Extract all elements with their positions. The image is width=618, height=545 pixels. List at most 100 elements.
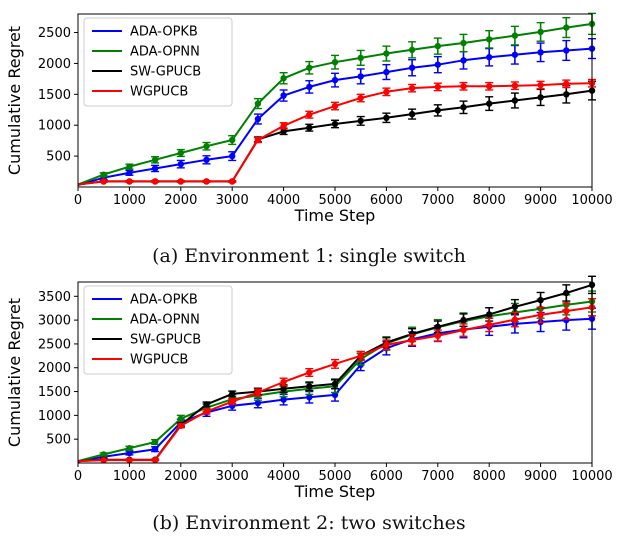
data-point: [331, 391, 339, 399]
legend-box: [83, 17, 233, 107]
data-point: [126, 169, 133, 176]
data-point: [383, 341, 390, 349]
data-point: [511, 303, 519, 310]
data-point: [563, 91, 570, 98]
x-tick-label: 4000: [267, 193, 300, 208]
data-point: [331, 58, 339, 66]
data-point: [177, 415, 184, 422]
data-point: [563, 80, 570, 88]
data-point: [126, 445, 133, 452]
data-point: [331, 102, 339, 110]
data-point: [331, 380, 339, 388]
data-point: [126, 163, 133, 170]
legend-box: [83, 285, 233, 375]
data-point: [280, 385, 287, 392]
data-point: [383, 114, 390, 122]
x-tick-label: 0: [74, 193, 82, 208]
y-tick-label: 3000: [38, 314, 71, 329]
x-tick-label: 5000: [318, 193, 351, 208]
data-point: [229, 178, 236, 185]
data-point: [280, 122, 287, 130]
data-point: [434, 107, 441, 114]
x-tick-label: 6000: [370, 193, 403, 208]
legend-label: SW-GPUCB: [130, 333, 201, 348]
data-point: [331, 360, 339, 368]
x-tick-label: 3000: [216, 469, 249, 484]
data-point: [177, 149, 184, 157]
data-point: [486, 321, 493, 329]
caption-chart-1: (a) Environment 1: single switch: [152, 245, 466, 267]
data-point: [357, 73, 364, 80]
data-point: [537, 49, 544, 56]
data-point: [100, 171, 107, 178]
data-point: [408, 84, 416, 92]
data-point: [331, 76, 339, 84]
data-point: [434, 61, 441, 68]
data-point: [408, 64, 416, 71]
data-point: [177, 160, 184, 168]
x-tick-label: 6000: [370, 469, 403, 484]
chart-1: 0 1000 2000 3000 4000 5000 6000 7000 8000 9000 100…: [5, 12, 613, 225]
data-point: [357, 352, 364, 360]
data-point: [229, 398, 236, 405]
data-point: [460, 326, 467, 334]
data-point: [254, 389, 262, 396]
data-point: [357, 54, 364, 62]
data-point: [229, 390, 236, 398]
x-tick-label: 0: [74, 469, 82, 484]
legend-label: ADA-OPNN: [130, 313, 200, 328]
data-point: [537, 94, 544, 101]
y-tick-label: 3500: [38, 290, 71, 305]
data-point: [383, 88, 390, 96]
x-tick-label: 3000: [216, 193, 249, 208]
x-tick-label: 7000: [421, 193, 454, 208]
data-point: [254, 136, 262, 144]
x-axis-label: Time Step: [294, 206, 376, 225]
data-point: [434, 323, 441, 330]
data-point: [306, 83, 313, 91]
series-ada-opnn: [77, 12, 596, 186]
x-axis-label: Time Step: [294, 482, 376, 501]
data-point: [306, 369, 313, 376]
data-point: [306, 64, 313, 71]
data-point: [408, 336, 416, 344]
data-point: [511, 97, 519, 104]
y-tick-label: 2500: [38, 337, 71, 352]
legend: ADA-OPKB ADA-OPNN SW-GPUCB WGPUCB: [83, 285, 233, 375]
data-point: [306, 111, 313, 118]
data-point: [254, 100, 262, 107]
series-ada-opkb: [77, 38, 596, 187]
data-point: [537, 81, 544, 89]
data-point: [357, 94, 364, 102]
data-point: [511, 316, 519, 323]
data-point: [383, 50, 390, 57]
data-point: [460, 39, 467, 47]
x-tick-label: 2000: [164, 193, 197, 208]
data-point: [151, 156, 159, 164]
data-point: [460, 57, 467, 64]
data-point: [280, 396, 287, 403]
data-point: [126, 178, 133, 185]
data-point: [100, 451, 107, 458]
x-tick-label: 4000: [267, 469, 300, 484]
data-point: [486, 311, 493, 318]
y-axis-label: Cumulative Regret: [5, 26, 24, 175]
x-tick-label: 10000: [571, 193, 612, 208]
data-point: [177, 178, 184, 185]
data-point: [151, 456, 159, 464]
series-wgpucb: [77, 78, 596, 186]
data-point: [100, 456, 107, 464]
data-point: [280, 378, 287, 386]
data-point: [229, 136, 236, 144]
data-point: [537, 311, 544, 319]
data-point: [563, 47, 570, 54]
y-tick-label: 1000: [38, 409, 71, 424]
data-point: [229, 152, 236, 160]
data-point: [126, 449, 133, 457]
chart-2: 0 1000 2000 3000 4000 5000 6000 7000 8000 9000 100…: [5, 275, 613, 501]
x-tick-label: 5000: [318, 469, 351, 484]
data-point: [280, 92, 287, 99]
x-tick-label: 1000: [113, 193, 146, 208]
x-tick-label: 8000: [473, 469, 506, 484]
